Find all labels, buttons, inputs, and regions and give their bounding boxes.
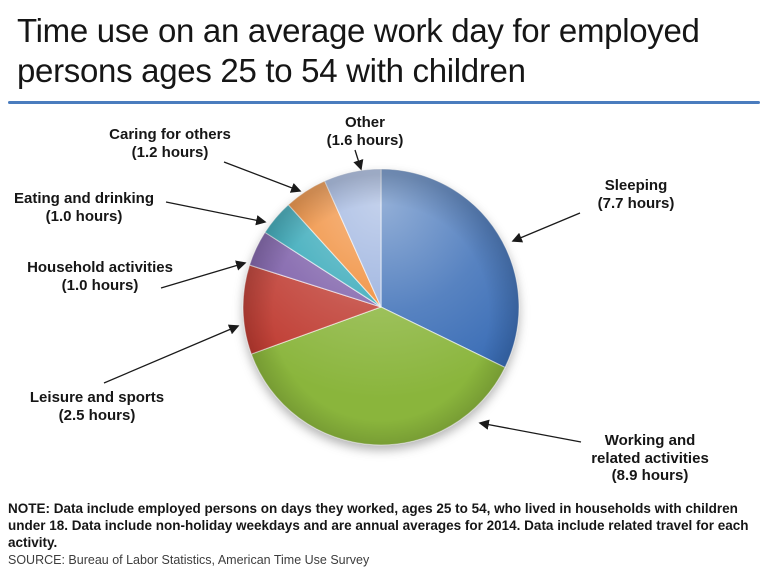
callout-arrow-leisure-and-sports bbox=[103, 324, 240, 384]
callout-arrows bbox=[103, 149, 582, 443]
callout-sleeping-label: Sleeping bbox=[604, 177, 668, 194]
callout-arrow-caring-for-others bbox=[223, 161, 302, 193]
callout-arrow-eating-and-drinking bbox=[165, 201, 267, 226]
callout-eating-label: Eating and drinking bbox=[13, 190, 154, 207]
callout-other: Other (1.6 hours) bbox=[305, 114, 425, 149]
callout-working-label: Working and related activities bbox=[591, 432, 709, 467]
callout-working: Working and related activities (8.9 hour… bbox=[585, 432, 715, 485]
callout-arrow-sleeping bbox=[511, 212, 581, 243]
callout-leisure-value: (2.5 hours) bbox=[58, 406, 136, 424]
callout-other-label: Other bbox=[344, 114, 385, 131]
callout-household-value: (1.0 hours) bbox=[61, 276, 139, 294]
callout-caring-label: Caring for others bbox=[109, 126, 231, 143]
callout-leisure-label: Leisure and sports bbox=[29, 389, 165, 406]
callout-arrow-household-activities bbox=[160, 260, 247, 289]
callout-household-label: Household activities bbox=[27, 259, 173, 276]
pie bbox=[242, 168, 520, 446]
callout-sleeping: Sleeping (7.7 hours) bbox=[571, 177, 701, 212]
note-text: NOTE: Data include employed persons on d… bbox=[8, 501, 749, 550]
callout-household: Household activities (1.0 hours) bbox=[22, 259, 178, 294]
title-divider-rule bbox=[8, 101, 760, 104]
callout-caring-value: (1.2 hours) bbox=[131, 143, 209, 161]
callout-eating: Eating and drinking (1.0 hours) bbox=[8, 190, 160, 225]
source-text: SOURCE: Bureau of Labor Statistics, Amer… bbox=[8, 553, 370, 567]
callout-eating-value: (1.0 hours) bbox=[45, 207, 123, 225]
callout-caring: Caring for others (1.2 hours) bbox=[95, 126, 245, 161]
callout-arrow-working-and-related-activities bbox=[478, 419, 582, 443]
callout-other-value: (1.6 hours) bbox=[326, 131, 404, 149]
callout-arrow-other bbox=[353, 149, 364, 171]
page-title: Time use on an average work day for empl… bbox=[17, 11, 700, 91]
page-title-line-2: persons ages 25 to 54 with children bbox=[17, 52, 526, 89]
callout-sleeping-value: (7.7 hours) bbox=[597, 194, 675, 212]
callout-working-value: (8.9 hours) bbox=[611, 467, 689, 484]
pie-vignette-overlay bbox=[243, 169, 519, 445]
page-title-line-1: Time use on an average work day for empl… bbox=[17, 12, 700, 49]
callout-leisure: Leisure and sports (2.5 hours) bbox=[19, 389, 175, 424]
